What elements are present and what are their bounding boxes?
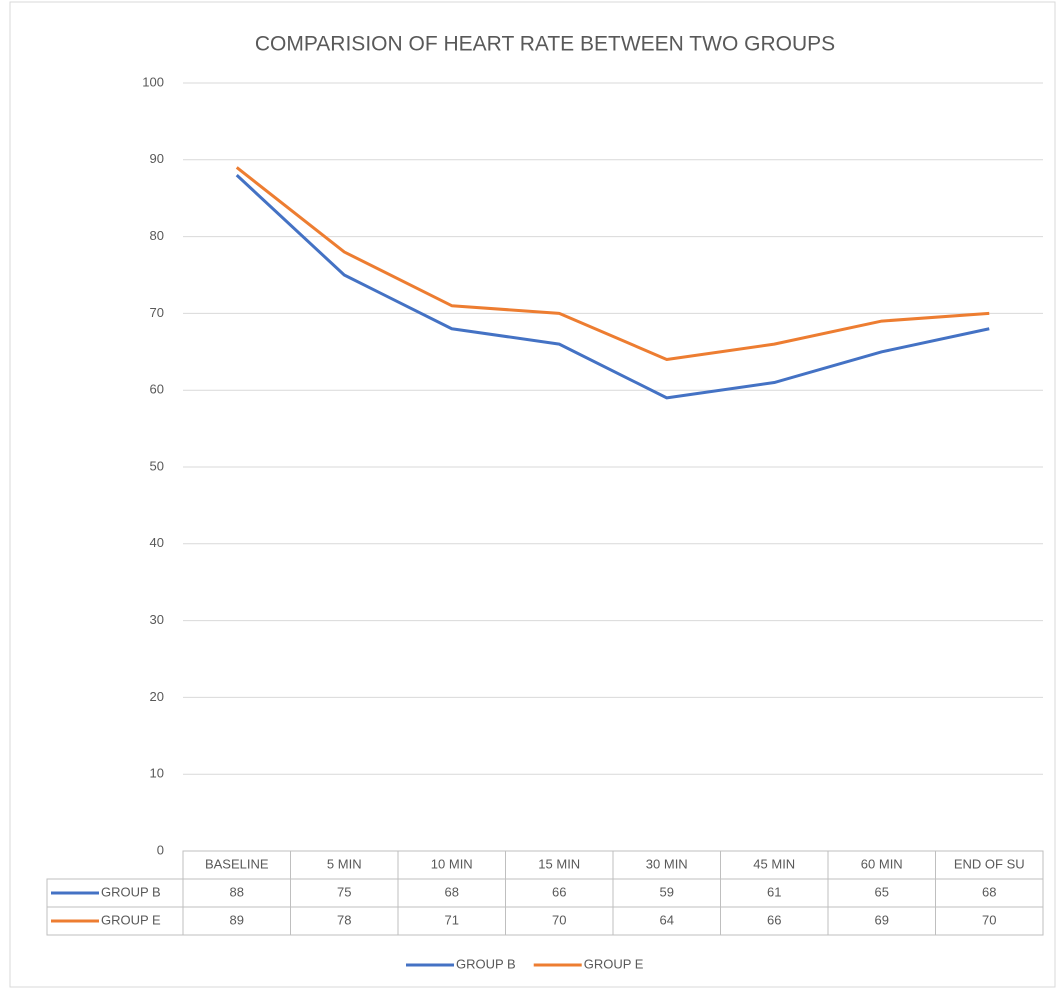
table-value: 65 [875, 884, 889, 899]
table-series-name: GROUP E [101, 912, 161, 927]
y-tick-label: 70 [150, 305, 164, 320]
table-value: 89 [230, 912, 244, 927]
y-tick-label: 30 [150, 612, 164, 627]
table-series-name: GROUP B [101, 884, 161, 899]
x-tick-label: 5 MIN [327, 856, 362, 871]
table-value: 78 [337, 912, 351, 927]
x-tick-label: 60 MIN [861, 856, 903, 871]
y-tick-label: 90 [150, 151, 164, 166]
chart-title: COMPARISION OF HEART RATE BETWEEN TWO GR… [255, 33, 835, 56]
series-line [235, 166, 990, 361]
table-value: 71 [445, 912, 459, 927]
y-tick-label: 100 [142, 74, 164, 89]
table-value: 66 [552, 884, 566, 899]
table-value: 64 [660, 912, 674, 927]
y-tick-label: 0 [157, 842, 164, 857]
y-tick-label: 40 [150, 535, 164, 550]
table-value: 70 [982, 912, 996, 927]
table-row [46, 906, 1044, 936]
x-tick-label: 30 MIN [646, 856, 688, 871]
legend-label: GROUP E [584, 956, 644, 971]
chart-border [9, 1, 1056, 988]
table-value: 66 [767, 912, 781, 927]
table-value: 68 [445, 884, 459, 899]
x-tick-label: 10 MIN [431, 856, 473, 871]
legend-label: GROUP B [456, 956, 516, 971]
y-tick-label: 20 [150, 689, 164, 704]
table-value: 69 [875, 912, 889, 927]
y-tick-label: 60 [150, 382, 164, 397]
y-tick-label: 10 [150, 766, 164, 781]
y-tick-label: 80 [150, 228, 164, 243]
table-value: 75 [337, 884, 351, 899]
table-value: 68 [982, 884, 996, 899]
x-tick-label: BASELINE [205, 856, 269, 871]
x-tick-label: END OF SU [954, 856, 1025, 871]
x-tick-label: 45 MIN [753, 856, 795, 871]
y-tick-label: 50 [150, 458, 164, 473]
x-tick-label: 15 MIN [538, 856, 580, 871]
table-value: 70 [552, 912, 566, 927]
table-value: 88 [230, 884, 244, 899]
table-value: 61 [767, 884, 781, 899]
table-value: 59 [660, 884, 674, 899]
series-line [235, 174, 990, 400]
